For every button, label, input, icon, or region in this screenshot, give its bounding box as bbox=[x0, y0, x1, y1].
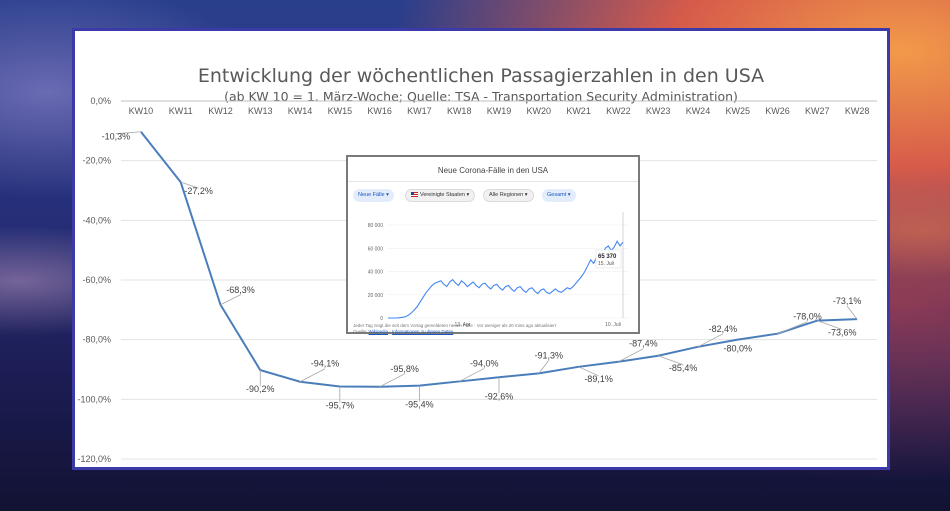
inset-y-tick: 80 000 bbox=[368, 223, 384, 229]
x-tick-label: KW10 bbox=[129, 106, 154, 116]
x-tick-label: KW18 bbox=[447, 106, 472, 116]
data-label: -78,0% bbox=[793, 312, 822, 322]
data-label-leader bbox=[817, 320, 843, 330]
x-tick-label: KW26 bbox=[765, 106, 790, 116]
x-tick-label: KW16 bbox=[367, 106, 392, 116]
inset-title: Neue Corona-Fälle in den USA bbox=[437, 166, 549, 175]
inset-divider bbox=[348, 181, 638, 182]
chart-subtitle: (ab KW 10 = 1. März-Woche; Quelle: TSA -… bbox=[224, 89, 738, 104]
data-label: -90,2% bbox=[246, 384, 275, 394]
inset-tooltip-box bbox=[595, 249, 622, 269]
y-tick-label: 0,0% bbox=[90, 96, 111, 106]
data-label: -68,3% bbox=[226, 285, 255, 295]
x-tick-label: KW27 bbox=[805, 106, 830, 116]
inset-x-tick: 13. Apr. bbox=[455, 322, 472, 328]
inset-source-line: Quelle: Wikipedia · Informationen zu die… bbox=[353, 329, 454, 334]
x-tick-label: KW17 bbox=[407, 106, 432, 116]
data-label: -94,0% bbox=[470, 358, 499, 368]
y-tick-label: -120,0% bbox=[77, 454, 111, 464]
data-label: -85,4% bbox=[669, 363, 698, 373]
x-tick-label: KW19 bbox=[487, 106, 512, 116]
x-tick-label: KW11 bbox=[169, 106, 193, 116]
data-label: -73,6% bbox=[828, 328, 857, 338]
x-tick-label: KW24 bbox=[686, 106, 711, 116]
x-tick-label: KW21 bbox=[566, 106, 591, 116]
data-label: -95,4% bbox=[405, 400, 434, 410]
x-tick-label: KW15 bbox=[328, 106, 353, 116]
chart-frame: Entwicklung der wöchentlichen Passagierz… bbox=[72, 28, 890, 470]
chart-title: Entwicklung der wöchentlichen Passagierz… bbox=[197, 65, 765, 87]
data-label: -27,2% bbox=[184, 186, 213, 196]
filter-country-label: Vereinigte Staaten bbox=[420, 192, 465, 198]
data-label-leader bbox=[846, 305, 858, 320]
data-label-leader bbox=[115, 131, 141, 135]
inset-y-tick: 60 000 bbox=[368, 246, 384, 252]
x-tick-label: KW14 bbox=[288, 106, 313, 116]
data-label-leader bbox=[697, 333, 724, 348]
x-tick-label: KW28 bbox=[845, 106, 870, 116]
data-label: -92,6% bbox=[485, 391, 514, 401]
data-label: -89,1% bbox=[584, 374, 613, 384]
data-label: -82,4% bbox=[709, 324, 738, 334]
data-label-leader bbox=[618, 348, 644, 363]
inset-cases-chart: 80 000 60 000 40 000 20 000 0 13. Apr. 10. Jul… bbox=[368, 212, 628, 328]
data-label-leader bbox=[379, 373, 405, 388]
filter-new-cases-dropdown[interactable]: Neue Fälle ▾ bbox=[353, 189, 394, 202]
y-tick-label: -40,0% bbox=[82, 215, 111, 225]
inset-y-tick: 40 000 bbox=[368, 270, 384, 276]
data-label-leader bbox=[538, 360, 550, 374]
inset-tooltip-value: 65 370 bbox=[598, 254, 617, 260]
y-tick-label: -20,0% bbox=[82, 156, 111, 166]
data-label: -95,7% bbox=[326, 401, 355, 411]
inset-tooltip-date: 15. Juli bbox=[598, 261, 614, 267]
x-tick-label: KW23 bbox=[646, 106, 671, 116]
data-label: -94,1% bbox=[311, 359, 340, 369]
data-info-link[interactable]: Informationen zu diesen Daten bbox=[392, 329, 454, 334]
data-label: -95,8% bbox=[390, 364, 419, 374]
x-tick-label: KW20 bbox=[527, 106, 552, 116]
data-label-leader bbox=[459, 368, 485, 382]
y-tick-label: -60,0% bbox=[82, 275, 111, 285]
inset-cases-line bbox=[388, 240, 624, 319]
source-label: Quelle: bbox=[353, 329, 368, 334]
x-tick-label: KW22 bbox=[606, 106, 631, 116]
data-label: -10,3% bbox=[102, 132, 131, 142]
data-label-leader bbox=[578, 366, 599, 377]
data-label-leader bbox=[180, 181, 199, 189]
us-flag-icon bbox=[411, 191, 418, 197]
filter-region-label: Alle Regionen bbox=[489, 192, 524, 198]
data-label: -80,0% bbox=[723, 344, 752, 354]
corona-inset-panel: Neue Corona-Fälle in den USA Neue Fälle … bbox=[346, 155, 640, 334]
filter-country-dropdown[interactable]: Vereinigte Staaten ▾ bbox=[405, 189, 476, 202]
filter-total-label: Gesamt bbox=[547, 192, 567, 198]
inset-footer-text: Jeder Tag zeigt die seit dem Vortag geme… bbox=[353, 323, 557, 328]
data-label: -91,3% bbox=[535, 350, 564, 360]
filter-region-dropdown[interactable]: Alle Regionen ▾ bbox=[483, 189, 534, 202]
filter-total-dropdown[interactable]: Gesamt ▾ bbox=[542, 189, 576, 202]
x-tick-label: KW12 bbox=[208, 106, 233, 116]
filter-new-cases-label: Neue Fälle bbox=[358, 192, 385, 198]
main-line-chart: 0,0% -20,0% -40,0% -60,0% -80,0% -100,0% -120,… bbox=[77, 96, 877, 464]
y-tick-label: -80,0% bbox=[82, 335, 111, 345]
x-tick-label: KW13 bbox=[248, 106, 273, 116]
inset-x-tick: 10. Juli bbox=[605, 322, 621, 328]
data-label-leader bbox=[777, 321, 808, 335]
data-label-leader bbox=[658, 355, 684, 366]
y-tick-label: -100,0% bbox=[77, 394, 111, 404]
data-label: -73,1% bbox=[833, 296, 862, 306]
data-label: -87,4% bbox=[629, 339, 658, 349]
wikipedia-link[interactable]: Wikipedia bbox=[368, 329, 389, 334]
inset-y-tick: 0 bbox=[380, 316, 383, 322]
data-label-leader bbox=[299, 368, 326, 383]
inset-y-tick: 20 000 bbox=[368, 293, 384, 299]
x-tick-label: KW25 bbox=[725, 106, 750, 116]
data-label-leader bbox=[220, 294, 241, 306]
